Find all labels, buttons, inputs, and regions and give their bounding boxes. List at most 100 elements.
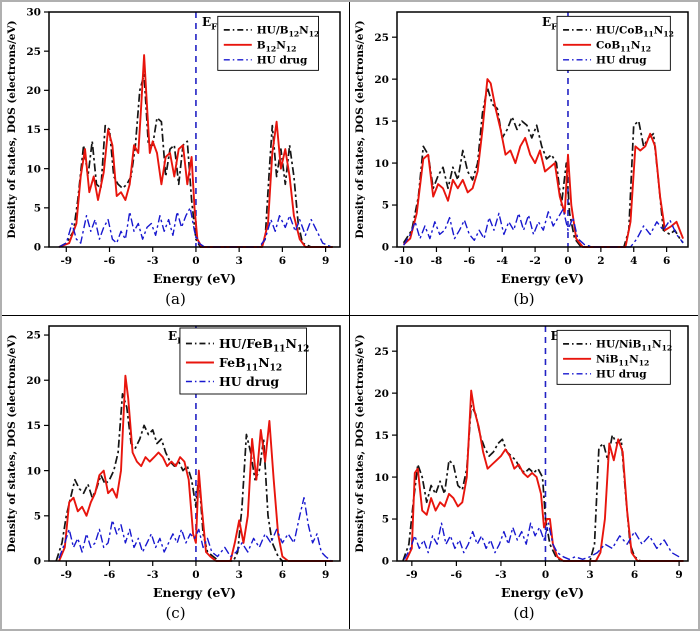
legend-box xyxy=(556,329,671,385)
y-axis-label: Density of states, DOS (electrons/eV) xyxy=(6,334,18,552)
x-tick-label: 0 xyxy=(564,255,571,267)
x-tick-label: 0 xyxy=(192,255,199,267)
axis-ticks: -9 -6 -3 0 3 6 9 0 5 10 15 20 25 30 xyxy=(26,7,329,267)
x-tick-label: -6 xyxy=(103,255,115,267)
panel-caption-b: (b) xyxy=(513,290,535,308)
legend-label-2: HU drug xyxy=(256,55,307,67)
x-tick-label: -6 xyxy=(103,569,115,581)
panel-caption-a: (a) xyxy=(165,290,186,308)
y-tick-label: 0 xyxy=(33,555,40,567)
y-tick-label: 15 xyxy=(26,124,41,136)
x-axis-label: Energy (eV) xyxy=(501,271,584,286)
x-tick-label: 6 xyxy=(278,255,285,267)
x-tick-label: 3 xyxy=(235,255,242,267)
x-tick-label: 0 xyxy=(542,569,549,581)
x-tick-label: 9 xyxy=(321,255,328,267)
y-tick-label: 15 xyxy=(374,116,389,128)
y-tick-label: 10 xyxy=(374,471,389,483)
y-tick-label: 25 xyxy=(26,46,41,58)
y-tick-label: 0 xyxy=(382,242,389,254)
series-line-1 xyxy=(57,374,333,562)
series-line-1 xyxy=(405,389,684,562)
axis-ticks: -9 -6 -3 0 3 6 9 0 5 10 15 20 25 xyxy=(374,345,682,580)
fermi-level-label: EF xyxy=(201,15,216,32)
legend-label-0: HU/NiB11N12 xyxy=(596,338,672,352)
x-tick-label: 3 xyxy=(235,569,242,581)
y-tick-label: 25 xyxy=(26,329,41,341)
legend-label-1: CoB11N12 xyxy=(596,40,651,54)
dos-chart-c: -9 -6 -3 0 3 6 9 0 5 10 15 20 25 Energy (eV) Density o… xyxy=(6,324,341,600)
x-tick-label: -9 xyxy=(60,569,72,581)
plot-frame xyxy=(47,324,341,562)
series-line-2 xyxy=(57,496,332,562)
panel-c: -9 -6 -3 0 3 6 9 0 5 10 15 20 25 Energy (eV) Density o… xyxy=(2,315,350,629)
legend-box xyxy=(556,15,671,71)
dos-chart-a: -9 -6 -3 0 3 6 9 0 5 10 15 20 25 30 Energy (eV) Density… xyxy=(6,7,341,286)
x-tick-label: 4 xyxy=(630,255,637,267)
x-axis-label: Energy (eV) xyxy=(153,585,236,600)
series-line-1 xyxy=(402,78,684,248)
y-tick-label: 30 xyxy=(26,7,41,19)
panel-b: -10 -8 -6 -4 -2 0 2 4 6 0 5 10 15 20 25 Energy (eV) Dens… xyxy=(350,2,698,316)
x-tick-label: 9 xyxy=(321,569,328,581)
legend-label-0: HU/B12N12 xyxy=(256,25,319,39)
y-axis-label: Density of states, DOS (electrons/eV) xyxy=(6,20,18,238)
legend-box xyxy=(178,327,307,394)
x-tick-label: 6 xyxy=(631,569,638,581)
legend-label-1: NiB11N12 xyxy=(596,353,649,367)
axis-ticks: -9 -6 -3 0 3 6 9 0 5 10 15 20 25 xyxy=(26,329,329,580)
dos-chart-b: -10 -8 -6 -4 -2 0 2 4 6 0 5 10 15 20 25 Energy (eV) Dens… xyxy=(354,11,689,286)
y-tick-label: 25 xyxy=(374,32,389,44)
x-tick-label: -6 xyxy=(464,255,476,267)
panel-d: -9 -6 -3 0 3 6 9 0 5 10 15 20 25 Energy (eV) Density o… xyxy=(350,315,698,629)
panel-caption-d: (d) xyxy=(513,603,535,622)
legend-label-1: B12N12 xyxy=(256,40,296,54)
panel-a: -9 -6 -3 0 3 6 9 0 5 10 15 20 25 30 Energy (eV) Density… xyxy=(2,2,350,316)
dos-chart-d: -9 -6 -3 0 3 6 9 0 5 10 15 20 25 Energy (eV) Density o… xyxy=(354,324,689,600)
x-tick-label: 3 xyxy=(586,569,593,581)
y-tick-label: 20 xyxy=(26,374,41,386)
y-tick-label: 10 xyxy=(374,158,389,170)
plot-frame xyxy=(396,11,689,248)
y-tick-label: 5 xyxy=(33,203,40,215)
x-tick-label: -3 xyxy=(495,569,507,581)
y-tick-label: 0 xyxy=(382,555,389,567)
x-tick-label: -6 xyxy=(451,569,463,581)
x-tick-label: -3 xyxy=(146,569,158,581)
series-line-2 xyxy=(58,207,332,248)
series-line-0 xyxy=(58,73,333,248)
x-tick-label: -2 xyxy=(529,255,541,267)
series-group xyxy=(402,78,684,248)
plot-frame xyxy=(396,324,689,562)
legend-label-2: HU drug xyxy=(218,373,278,388)
x-tick-label: 6 xyxy=(663,255,670,267)
y-tick-label: 15 xyxy=(26,420,41,432)
y-tick-label: 10 xyxy=(26,465,41,477)
y-tick-label: 10 xyxy=(26,163,41,175)
x-tick-label: 9 xyxy=(675,569,682,581)
x-tick-label: -4 xyxy=(496,255,508,267)
axis-ticks: -10 -8 -6 -4 -2 0 2 4 6 0 5 10 15 20 25 xyxy=(374,32,670,267)
x-tick-label: -10 xyxy=(394,255,413,267)
x-tick-label: 6 xyxy=(278,569,285,581)
x-axis-label: Energy (eV) xyxy=(153,271,236,286)
panel-caption-c: (c) xyxy=(165,603,186,622)
series-line-2 xyxy=(403,208,684,248)
series-group xyxy=(58,54,333,248)
y-tick-label: 20 xyxy=(374,74,389,86)
series-group xyxy=(54,374,333,562)
series-line-0 xyxy=(402,86,684,248)
legend-label-1: FeB11N12 xyxy=(218,354,281,373)
y-tick-label: 5 xyxy=(382,200,389,212)
legend-label-0: HU/CoB11N12 xyxy=(596,25,674,39)
series-line-2 xyxy=(403,522,680,560)
y-axis-label: Density of states, DOS (electrons/eV) xyxy=(354,20,366,238)
x-tick-label: -9 xyxy=(60,255,72,267)
legend-label-0: HU/FeB11N12 xyxy=(218,335,309,354)
y-tick-label: 25 xyxy=(374,345,389,357)
